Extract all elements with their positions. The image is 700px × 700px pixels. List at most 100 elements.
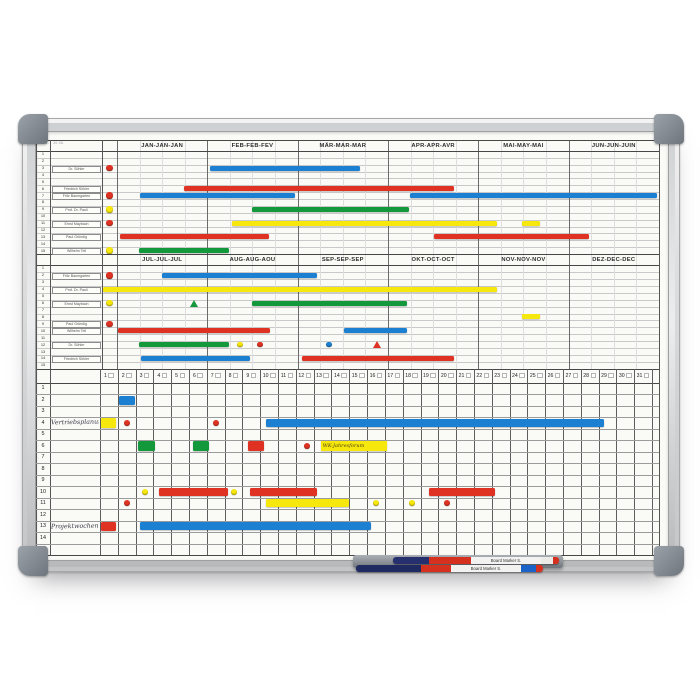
day-tick-box xyxy=(572,372,579,379)
day-number-cell: 15 xyxy=(349,371,367,381)
grid-line xyxy=(367,369,368,555)
row-number: 8 xyxy=(41,313,45,319)
day-number-cell: 13 xyxy=(314,371,332,381)
grid-line xyxy=(36,474,659,476)
row-number: 5 xyxy=(41,293,45,299)
day-number-cell: 10 xyxy=(260,371,278,381)
row-number: 3 xyxy=(41,408,45,415)
day-tick-box xyxy=(537,372,543,379)
schedule-bar xyxy=(409,193,658,199)
day-number: 20 xyxy=(440,373,447,379)
month-header: SEP-SEP-SEP xyxy=(321,256,364,263)
grid-line xyxy=(36,369,37,555)
day-tick-box xyxy=(359,372,365,379)
day-tick-box xyxy=(608,372,614,379)
row-number: 8 xyxy=(41,199,45,205)
marker-dot xyxy=(408,500,415,507)
month-header: JAN-JAN-JAN xyxy=(141,142,184,149)
grid-line xyxy=(580,369,582,555)
day-number-cell: 14 xyxy=(331,371,349,381)
day-number: 24 xyxy=(512,373,518,379)
marker-dot xyxy=(326,341,333,348)
schedule-bar xyxy=(249,487,318,496)
day-number: 29 xyxy=(601,373,607,379)
grid-line xyxy=(634,369,636,555)
day-number: 8 xyxy=(228,373,232,379)
grid-line xyxy=(36,362,659,363)
name-plate: Fritz Baumgarten xyxy=(52,272,101,280)
day-tick-box xyxy=(108,372,114,379)
marker-dot xyxy=(141,488,148,495)
grid-line xyxy=(36,219,659,221)
day-number-cell: 9 xyxy=(242,371,260,381)
grid-line xyxy=(36,451,659,453)
row-number: 10 xyxy=(40,488,46,495)
name-plate: Dr. Söhler xyxy=(52,165,101,173)
grid-line xyxy=(36,254,659,256)
grid-line xyxy=(36,334,659,336)
grid-line xyxy=(36,320,659,322)
grid-line xyxy=(36,292,659,294)
grid-line xyxy=(36,369,659,371)
grid-line xyxy=(527,369,529,555)
grid-line xyxy=(659,140,660,369)
status-dot xyxy=(106,247,113,254)
grid-line xyxy=(153,369,155,555)
marker-dot xyxy=(256,341,263,348)
name-plate: Dr. Söhler xyxy=(52,342,101,350)
day-number: 5 xyxy=(175,373,179,379)
grid-line xyxy=(438,369,440,555)
grid-line xyxy=(473,369,475,555)
schedule-bar xyxy=(192,441,209,451)
row-number: 1 xyxy=(41,265,45,271)
marker-dot xyxy=(303,443,310,450)
name-plate: Prof. Dr. Pauli xyxy=(52,286,101,294)
row-number: 14 xyxy=(40,240,46,246)
day-tick-box xyxy=(232,372,239,379)
grid-line xyxy=(278,369,279,555)
day-number: 18 xyxy=(405,373,411,379)
row-number: 4 xyxy=(41,286,45,292)
month-header: JUN-JUN-JUIN xyxy=(591,142,636,149)
row-number: 1 xyxy=(41,385,45,392)
row-number: 12 xyxy=(40,226,46,232)
grid-line xyxy=(651,369,653,555)
grid-line xyxy=(36,313,659,315)
grid-line xyxy=(36,185,659,187)
corner-cap-bottom-left xyxy=(18,546,48,576)
name-plate: Wilhelm Tell xyxy=(52,328,101,336)
grid-line xyxy=(331,369,333,555)
grid-line xyxy=(36,417,659,419)
day-number-cell: 25 xyxy=(527,371,545,381)
month-header: JUL-JUL-JUL xyxy=(142,256,183,263)
day-tick-box xyxy=(376,372,383,379)
day-number-cell: 22 xyxy=(474,371,492,381)
day-number: 7 xyxy=(210,373,214,379)
grid-line xyxy=(36,327,659,329)
name-plate: Paul Gründig xyxy=(52,321,101,329)
row-number: 14 xyxy=(40,534,46,541)
row-number: 2 xyxy=(41,272,45,278)
board-marker-1: Board Marker S. xyxy=(393,557,559,564)
day-number-cell: 29 xyxy=(599,371,617,381)
marker-tip xyxy=(536,565,543,572)
row-number: 14 xyxy=(40,355,46,361)
day-tick-box xyxy=(161,372,168,379)
note-bar: WK-Jahresforum xyxy=(320,441,387,451)
day-tick-box xyxy=(250,372,257,379)
day-tick-box xyxy=(483,372,490,379)
schedule-bar xyxy=(302,356,454,362)
status-dot xyxy=(106,320,113,328)
schedule-bar xyxy=(210,165,360,171)
day-number: 21 xyxy=(458,373,465,379)
day-number-cell: 30 xyxy=(616,371,634,381)
row-number: 2 xyxy=(41,396,45,403)
grid-line xyxy=(36,486,659,488)
month-header: OKT-OCT-OCT xyxy=(411,256,455,263)
day-number: 28 xyxy=(583,373,590,379)
grid-line xyxy=(36,265,659,267)
schedule-bar xyxy=(101,418,117,428)
day-number-cell: 6 xyxy=(189,371,207,381)
day-tick-box xyxy=(590,372,597,379)
day-tick-box xyxy=(323,372,329,379)
